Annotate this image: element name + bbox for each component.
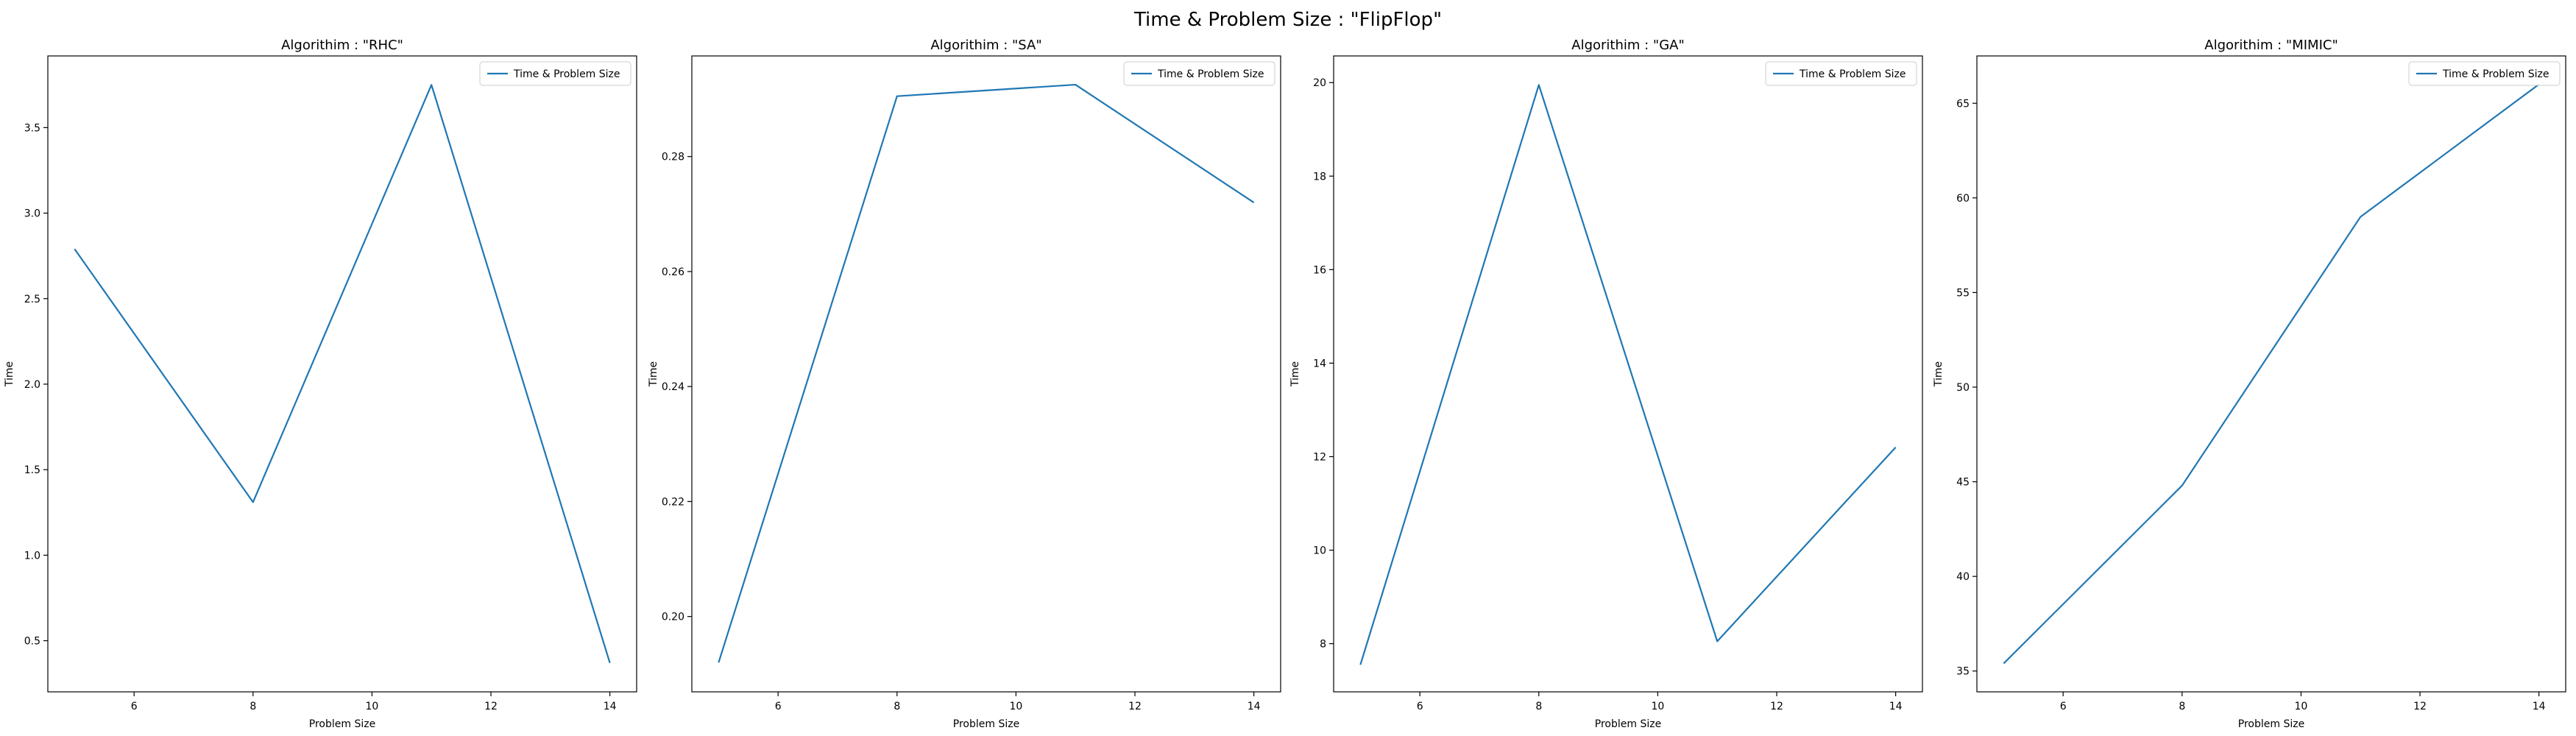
- y-tick-label: 40: [1956, 571, 1970, 583]
- subplot-title: Algorithim : "GA": [1571, 38, 1684, 53]
- subplot-title: Algorithim : "MIMIC": [2204, 38, 2338, 53]
- y-tick-label: 65: [1956, 98, 1970, 110]
- subplot-1: Algorithim : "RHC" 6 8 10 12 14 0.5 1.0 1.5 2.0 2.…: [4, 38, 637, 730]
- axes-frame: [1976, 55, 2566, 693]
- series-line: [74, 84, 611, 664]
- axes-frame: [691, 55, 1281, 693]
- y-axis-label: Time: [648, 361, 659, 387]
- y-tick-label: 8: [1320, 639, 1326, 651]
- y-tick-label: 0.26: [662, 266, 684, 278]
- y-tick-label: 14: [1313, 358, 1326, 369]
- y-axis-label: Time: [1289, 361, 1301, 387]
- series-line: [1359, 84, 1897, 665]
- x-tick-label: 12: [484, 701, 498, 712]
- x-tick-label: 12: [1770, 701, 1783, 712]
- x-axis-label: Problem Size: [953, 718, 1019, 730]
- y-tick-label: 55: [1956, 287, 1970, 299]
- x-tick-label: 12: [1128, 701, 1142, 712]
- y-tick-label: 0.24: [662, 381, 684, 393]
- y-axis-label: Time: [1933, 361, 1945, 387]
- axes-frame: [1333, 55, 1923, 693]
- x-tick-label: 6: [2060, 701, 2067, 712]
- y-tick-label: 45: [1956, 477, 1970, 489]
- subplot-title: Algorithim : "RHC": [281, 38, 403, 53]
- x-tick-label: 8: [2179, 701, 2185, 712]
- y-tick-label: 50: [1956, 382, 1970, 394]
- y-tick-label: 0.5: [24, 636, 40, 648]
- legend-box: [479, 61, 631, 86]
- figure-title: Time & Problem Size : "FlipFlop": [1133, 9, 1443, 31]
- series-line: [2003, 83, 2540, 665]
- x-tick-label: 8: [1535, 701, 1542, 712]
- y-tick-label: 10: [1313, 545, 1326, 557]
- y-tick-label: 3.5: [24, 122, 40, 134]
- x-tick-label: 8: [250, 701, 256, 712]
- x-tick-label: 14: [604, 701, 617, 712]
- x-axis-label: Problem Size: [309, 718, 375, 730]
- x-tick-label: 14: [1889, 701, 1903, 712]
- legend-label: Time & Problem Size: [513, 68, 620, 80]
- legend-box: [1123, 61, 1275, 86]
- x-tick-label: 10: [365, 701, 378, 712]
- legend-label: Time & Problem Size: [1799, 68, 1906, 80]
- y-tick-label: 16: [1313, 264, 1326, 276]
- x-tick-label: 10: [1009, 701, 1022, 712]
- subplot-4: Algorithim : "MIMIC" 6 8 10 12 14 35 40 45 50 55 60…: [1933, 38, 2566, 730]
- subplot-3: Algorithim : "GA" 6 8 10 12 14 8 10 12 14 16 18 20 Pr…: [1289, 38, 1923, 730]
- y-tick-label: 35: [1956, 666, 1970, 678]
- legend-box: [1765, 61, 1917, 86]
- x-tick-label: 6: [1417, 701, 1423, 712]
- y-tick-label: 60: [1956, 193, 1970, 205]
- x-tick-label: 12: [2413, 701, 2427, 712]
- y-tick-label: 1.0: [24, 550, 40, 562]
- y-tick-label: 1.5: [24, 464, 40, 476]
- y-tick-label: 18: [1313, 171, 1326, 183]
- axes-frame: [47, 55, 637, 693]
- x-tick-label: 10: [1651, 701, 1664, 712]
- y-axis-label: Time: [4, 361, 15, 387]
- y-tick-label: 0.22: [662, 496, 684, 508]
- x-tick-label: 6: [131, 701, 138, 712]
- y-tick-label: 0.20: [662, 612, 684, 623]
- subplot-title: Algorithim : "SA": [930, 38, 1041, 53]
- y-tick-label: 3.0: [24, 208, 40, 220]
- legend-label: Time & Problem Size: [1157, 68, 1264, 80]
- x-tick-label: 6: [775, 701, 782, 712]
- y-tick-label: 20: [1313, 77, 1326, 89]
- legend-label: Time & Problem Size: [2442, 68, 2550, 80]
- y-tick-label: 2.5: [24, 294, 40, 305]
- subplot-2: Algorithim : "SA" 6 8 10 12 14 0.20 0.22 0.24 0.2…: [648, 38, 1281, 730]
- legend-box: [2408, 61, 2561, 86]
- x-tick-label: 8: [894, 701, 900, 712]
- x-axis-label: Problem Size: [1595, 718, 1661, 730]
- x-tick-label: 14: [2533, 701, 2546, 712]
- y-tick-label: 0.28: [662, 152, 684, 163]
- x-axis-label: Problem Size: [2238, 718, 2304, 730]
- x-tick-label: 10: [2294, 701, 2307, 712]
- y-tick-label: 2.0: [24, 379, 40, 391]
- series-line: [718, 83, 1255, 663]
- y-tick-label: 12: [1313, 451, 1326, 463]
- x-tick-label: 14: [1248, 701, 1261, 712]
